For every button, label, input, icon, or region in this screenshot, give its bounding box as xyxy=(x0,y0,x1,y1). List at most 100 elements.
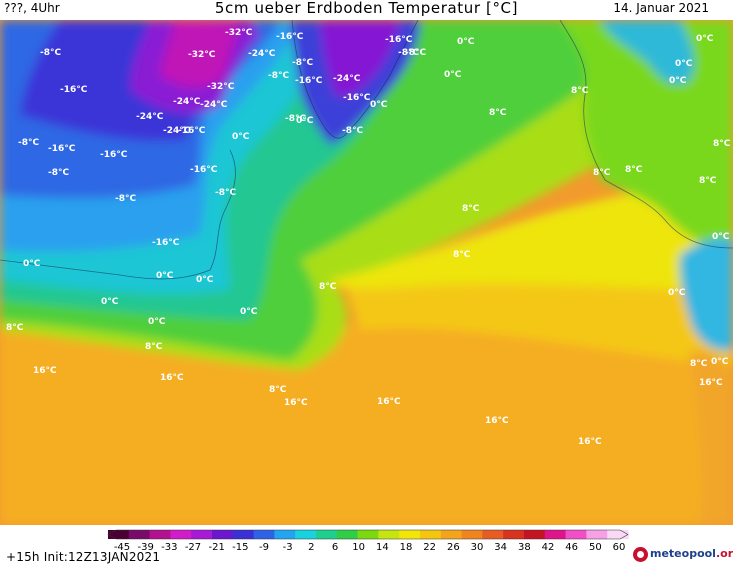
temperature-contour-label: -16°C xyxy=(100,150,128,160)
temperature-contour-label: -8°C xyxy=(268,71,289,81)
temperature-contour-label: 8°C xyxy=(593,168,611,178)
europe-coast xyxy=(559,20,733,249)
meteopool-logo[interactable]: meteopool.org xyxy=(633,546,733,564)
temperature-contour-label: -16°C xyxy=(276,32,304,42)
temperature-contour-label: 16°C xyxy=(578,437,602,447)
temperature-contour-label: 0°C xyxy=(444,70,462,80)
colorbar-swatch xyxy=(232,530,255,539)
colorbar-swatch xyxy=(378,530,400,539)
temperature-contour-label: -16°C xyxy=(343,93,371,103)
temperature-contour-label: -32°C xyxy=(207,82,235,92)
north-africa-warm xyxy=(690,350,733,525)
temperature-contour-label: 16°C xyxy=(377,397,401,407)
temperature-contour-label: 8°C xyxy=(489,108,507,118)
temperature-contour-label: -16°C xyxy=(178,126,206,136)
temperature-contour-label: 8°C xyxy=(462,204,480,214)
temperature-contour-label: 8°C xyxy=(453,250,471,260)
temperature-contour-label: -32°C xyxy=(188,50,216,60)
temperature-contour-label: 8°C xyxy=(319,282,337,292)
temperature-contour-label: 8°C xyxy=(571,86,589,96)
temperature-contour-label: 16°C xyxy=(699,378,723,388)
temperature-contour-label: -24°C xyxy=(136,112,164,122)
coastlines xyxy=(0,20,733,280)
temperature-contour-label: -16°C xyxy=(60,85,88,95)
temperature-contour-label: 0°C xyxy=(148,317,166,327)
band-minus-32c xyxy=(160,20,240,88)
temperature-contour-label: 0°C xyxy=(711,357,729,367)
temperature-contour-label: -16°C xyxy=(190,165,218,175)
temperature-contour-label: 8°C xyxy=(269,385,287,395)
temperature-contour-label: 16°C xyxy=(485,416,509,426)
colorbar-swatch xyxy=(212,530,234,539)
band-10c-yellow xyxy=(330,170,733,290)
colorbar-tick-label: -15 xyxy=(232,542,248,553)
colorbar-swatch xyxy=(357,530,379,539)
temperature-contour-label: -16°C xyxy=(385,35,413,45)
colorbar-swatch xyxy=(336,530,359,539)
temperature-contour-label: 0°C xyxy=(240,307,258,317)
temperature-contour-label: 8°C xyxy=(6,323,24,333)
header-left-text: ???, 4Uhr xyxy=(4,1,60,15)
temperature-contour-label: -32°C xyxy=(225,28,253,38)
colorbar-tick-label: -39 xyxy=(137,542,153,553)
temperature-contour-label: 0°C xyxy=(23,259,41,269)
temperature-contour-label: -8°C xyxy=(398,48,419,58)
iberia-cool-land xyxy=(679,238,733,351)
temperature-contour-label: 0°C xyxy=(196,275,214,285)
temperature-contour-label: -8°C xyxy=(48,168,69,178)
temperature-contour-label: -8°C xyxy=(215,188,236,198)
temperature-contour-label: 16°C xyxy=(160,373,184,383)
colorbar-swatch xyxy=(274,530,296,539)
temperature-contour-label: -8°C xyxy=(40,48,61,58)
temperature-contour-label: 0°C xyxy=(101,297,119,307)
temperature-contour-label: 0°C xyxy=(370,100,388,110)
greenland-core xyxy=(320,20,400,97)
colorbar-tick-label: -21 xyxy=(208,542,224,553)
temperature-contour-label: 8°C xyxy=(699,176,717,186)
temperature-contour-label: 0°C xyxy=(712,232,730,242)
temperature-map: -8°C -16°C -8°C -16°C -8°C -16°C -8°C -32°C -16°… xyxy=(0,20,733,525)
colorbar-swatch xyxy=(253,530,275,539)
colorbar-swatch xyxy=(440,530,463,539)
forecast-date: 14. Januar 2021 xyxy=(613,1,709,15)
temperature-contour-label: -8°C xyxy=(292,58,313,68)
colorbar-tick-label: 2 xyxy=(308,542,314,553)
colorbar-tick-label: 30 xyxy=(471,542,484,553)
band-14c xyxy=(345,273,733,365)
temperature-contour-label: 16°C xyxy=(33,366,57,376)
temperature-contour-label: -8°C xyxy=(342,126,363,136)
colorbar-tick-label: 6 xyxy=(332,542,338,553)
temperature-contour-label: -16°C xyxy=(152,238,180,248)
map-title: 5cm ueber Erdboden Temperatur [°C] xyxy=(214,0,519,17)
colorbar-tick-labels: -45 -39 -33 -27 -21 -15 -9 -3 2 6 10 14 18 22 26 30 34 38… xyxy=(114,542,626,553)
colorbar-tick-label: 34 xyxy=(494,542,507,553)
init-timestamp: +15h Init:12Z13JAN2021 xyxy=(6,550,161,564)
colorbar-tick-label: 38 xyxy=(518,542,531,553)
greenland-coast xyxy=(291,20,419,139)
meteopool-logo-icon xyxy=(633,547,648,562)
colorbar-tick-label: 22 xyxy=(423,542,436,553)
scandinavia-cool xyxy=(600,20,695,85)
colorbar-swatch xyxy=(191,530,213,539)
temperature-contour-label: 16°C xyxy=(284,398,308,408)
logo-text: meteopool.org xyxy=(650,547,733,560)
temperature-contour-label: -24°C xyxy=(333,74,361,84)
colorbar-tick-label: 26 xyxy=(447,542,460,553)
temperature-contour-label: 8°C xyxy=(713,139,731,149)
colorbar xyxy=(107,529,629,540)
temperature-contour-label: -16°C xyxy=(295,76,323,86)
temperature-contour-label: -24°C xyxy=(163,126,191,136)
colorbar-swatch xyxy=(503,530,525,539)
colorbar-swatch xyxy=(170,530,192,539)
colorbar-swatch xyxy=(108,530,130,539)
temperature-contour-label: -24°C xyxy=(200,100,228,110)
footer: -45 -39 -33 -27 -21 -15 -9 -3 2 6 10 14 18 22 26 30 34 38… xyxy=(0,525,733,566)
colorbar-swatch xyxy=(544,530,567,539)
colorbar-swatch xyxy=(420,530,442,539)
temperature-contour-label: 0°C xyxy=(668,288,686,298)
temperature-contour-label: -8°C xyxy=(285,114,306,124)
temperature-contour-label: 0°C xyxy=(675,59,693,69)
band-18c xyxy=(0,303,733,525)
temperature-contour-label: 8°C xyxy=(625,165,643,175)
temperature-contour-label: 8°C xyxy=(690,359,708,369)
